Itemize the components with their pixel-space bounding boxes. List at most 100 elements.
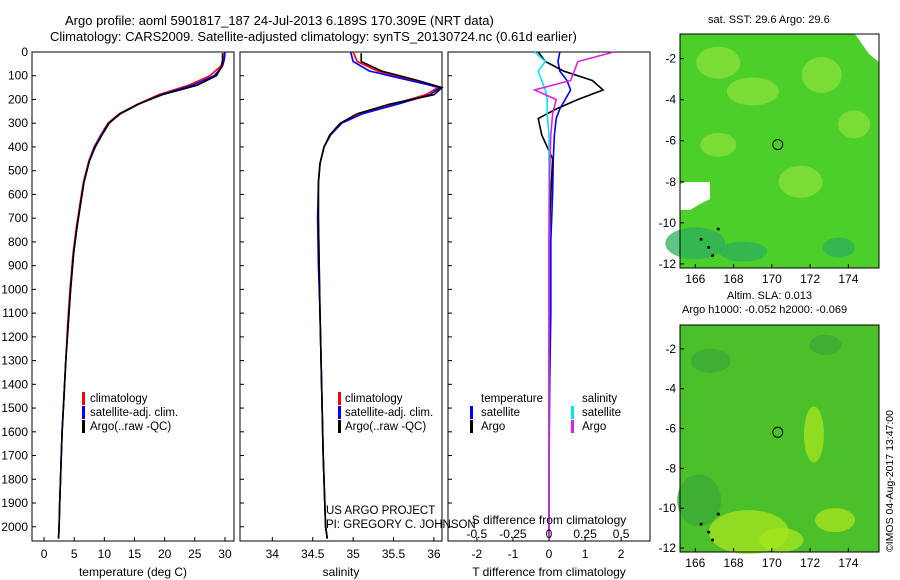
sst-map-field-patch [778, 165, 823, 198]
sst-map-masked-area [680, 182, 710, 210]
difference-xlabel-top: S difference from climatology [472, 513, 627, 527]
legend-swatch [470, 420, 473, 433]
sla-map-y-tick-label: -2 [665, 342, 676, 356]
sla-map-field-patch [677, 474, 722, 527]
sla-map-field-patch [809, 334, 842, 355]
x-tick-label: 30 [218, 547, 232, 561]
temperature-series-satellite-adj-clim- [57, 51, 226, 539]
sst-map-masked-area [855, 34, 879, 62]
sst-map-island [711, 254, 715, 258]
y-tick-label: 400 [8, 140, 28, 154]
figure-title-line2: Climatology: CARS2009. Satellite-adjuste… [50, 29, 577, 44]
y-tick-label: 1600 [1, 425, 28, 439]
sla-map-y-tick-label: -4 [665, 382, 676, 396]
sla-map-y-tick-label: -12 [659, 541, 677, 555]
legend-swatch [571, 406, 574, 419]
x-tick-label: 36 [427, 547, 441, 561]
y-tick-label: 900 [8, 259, 28, 273]
legend-swatch [338, 406, 341, 419]
sst-map-y-tick-label: -8 [665, 175, 676, 189]
salinity-series-argo-raw-qc- [317, 53, 444, 539]
sla-map-island [711, 538, 715, 542]
x-tick-label: 1 [582, 547, 589, 561]
legend-label: satellite [481, 407, 520, 419]
legend-swatch [82, 406, 85, 419]
sla-map-y-tick-label: -6 [665, 422, 676, 436]
temperature-series-climatology [57, 51, 226, 539]
sst-map-y-tick-label: -4 [665, 93, 676, 107]
legend-swatch [571, 420, 574, 433]
legend-swatch [338, 392, 341, 405]
legend-label: climatology [90, 393, 148, 405]
difference-series-salinity-argo [532, 51, 615, 539]
y-tick-label: 0 [21, 45, 28, 59]
legend-swatch [470, 406, 473, 419]
sla-map-field-patch [690, 348, 731, 373]
temperature-xlabel: temperature (deg C) [79, 565, 187, 579]
sla-map-x-tick-label: 166 [685, 556, 705, 570]
sla-map-frame [679, 324, 880, 553]
figure-title-line1: Argo profile: aoml 5901817_187 24-Jul-20… [65, 13, 494, 28]
x-tick-label: 10 [98, 547, 112, 561]
y-tick-label: 1500 [1, 401, 28, 415]
sla-map-field-patch [803, 406, 824, 463]
x-tick-label: -1 [508, 547, 519, 561]
salinity-axes-frame [239, 51, 443, 542]
difference-series-salinity-satellite [534, 51, 550, 539]
sst-map-y-tick-label: -10 [659, 216, 677, 230]
legend-label: Argo [481, 421, 505, 433]
salinity-series-climatology [317, 51, 441, 539]
sst-map-island [699, 237, 703, 241]
sla-map-argo-marker [772, 426, 784, 438]
difference-series-temperature-satellite [548, 51, 572, 539]
sla-map-field-patch [814, 508, 855, 533]
sst-map-title: sat. SST: 29.6 Argo: 29.6 [708, 14, 830, 26]
sst-map-y-tick-label: -12 [659, 257, 677, 271]
s-tick-label: 0.25 [573, 527, 597, 541]
s-tick-label: 0.5 [613, 527, 630, 541]
sla-map-title-line2: Argo h1000: -0.052 h2000: -0.069 [682, 304, 848, 316]
sst-map-argo-marker [772, 139, 784, 151]
y-tick-label: 2000 [1, 520, 28, 534]
x-tick-label: 25 [188, 547, 202, 561]
s-tick-label: -0.5 [467, 527, 488, 541]
legend-label: Argo [582, 421, 606, 433]
sst-map-field-patch [719, 241, 768, 262]
y-tick-label: 500 [8, 164, 28, 178]
sst-map-field-patch [822, 237, 855, 258]
sst-map-field-patch [665, 227, 726, 260]
sst-map-field-patch [696, 46, 741, 79]
y-tick-label: 200 [8, 92, 28, 106]
y-tick-label: 1200 [1, 330, 28, 344]
project-annotation: US ARGO PROJECT [326, 505, 435, 517]
y-tick-label: 1400 [1, 377, 28, 391]
legend-label: Argo(..raw -QC) [90, 421, 171, 433]
y-tick-label: 1900 [1, 496, 28, 510]
sst-map-y-tick-label: -6 [665, 134, 676, 148]
x-tick-label: 35 [346, 547, 360, 561]
legend-swatch [82, 392, 85, 405]
sst-map-field-patch [700, 132, 737, 157]
x-tick-label: -2 [472, 547, 483, 561]
legend-label: climatology [345, 393, 403, 405]
x-tick-label: 15 [128, 547, 142, 561]
sst-map-field-patch [838, 110, 871, 139]
sst-map-field-patch [726, 77, 779, 106]
y-tick-label: 600 [8, 187, 28, 201]
sla-map-y-tick-label: -10 [659, 501, 677, 515]
sst-map-field-patch [801, 57, 842, 94]
sst-map-x-tick-label: 170 [762, 272, 782, 286]
sla-map-title-line1: Altim. SLA: 0.013 [727, 290, 812, 302]
legend-label: satellite-adj. clim. [345, 407, 433, 419]
sla-map-island [716, 512, 720, 516]
legend-swatch [338, 420, 341, 433]
y-tick-label: 300 [8, 116, 28, 130]
sla-map-x-tick-label: 174 [838, 556, 858, 570]
salinity-series-satellite-adj-clim- [316, 51, 443, 539]
y-tick-label: 100 [8, 69, 28, 83]
sst-map-island [707, 245, 711, 249]
sst-map-y-tick-label: -2 [665, 52, 676, 66]
pi-annotation: PI: GREGORY C. JOHNSON [326, 519, 476, 531]
sst-map-x-tick-label: 168 [724, 272, 744, 286]
